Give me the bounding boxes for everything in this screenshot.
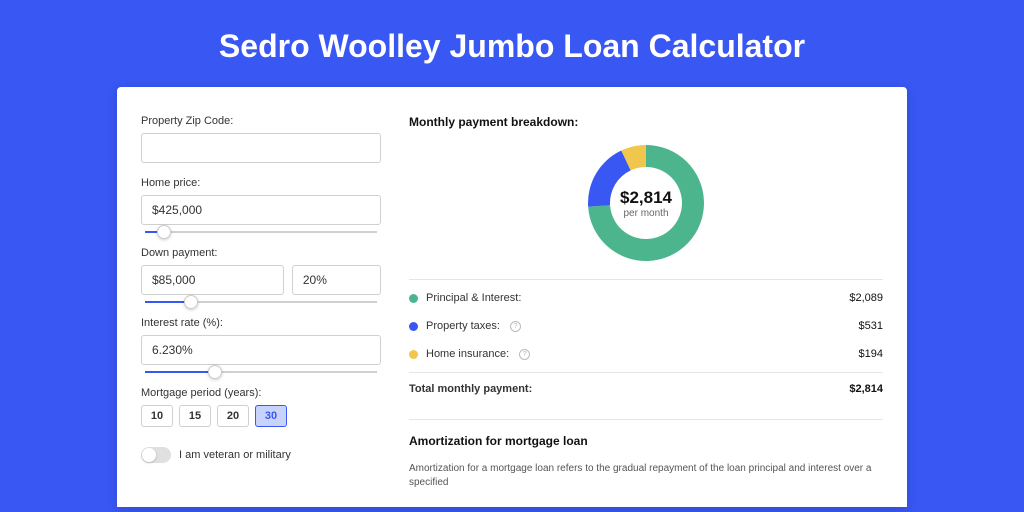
period-btn-10[interactable]: 10 <box>141 405 173 427</box>
period-field-group: Mortgage period (years): 10 15 20 30 <box>141 387 381 427</box>
rate-field-group: Interest rate (%): <box>141 317 381 373</box>
line-value: $194 <box>859 348 883 360</box>
rate-label: Interest rate (%): <box>141 317 381 329</box>
total-label: Total monthly payment: <box>409 383 532 395</box>
amortization-section: Amortization for mortgage loan Amortizat… <box>409 419 883 490</box>
calculator-panel: Property Zip Code: Home price: Down paym… <box>117 87 907 507</box>
zip-field-group: Property Zip Code: <box>141 115 381 163</box>
legend-dot <box>409 322 418 331</box>
period-buttons: 10 15 20 30 <box>141 405 381 427</box>
breakdown-line: Home insurance:? $194 <box>409 340 883 368</box>
form-column: Property Zip Code: Home price: Down paym… <box>141 115 381 507</box>
donut-chart-wrap: $2,814 per month <box>409 143 883 263</box>
down-field-group: Down payment: <box>141 247 381 303</box>
rate-input[interactable] <box>141 335 381 365</box>
rate-slider-fill <box>145 371 215 373</box>
amortization-title: Amortization for mortgage loan <box>409 434 883 448</box>
amortization-text: Amortization for a mortgage loan refers … <box>409 462 883 490</box>
breakdown-line: Principal & Interest: $2,089 <box>409 284 883 312</box>
line-label: Home insurance: <box>426 348 509 360</box>
divider <box>409 279 883 280</box>
price-label: Home price: <box>141 177 381 189</box>
rate-slider[interactable] <box>145 371 377 373</box>
legend-dot <box>409 350 418 359</box>
period-btn-15[interactable]: 15 <box>179 405 211 427</box>
total-value: $2,814 <box>849 383 883 395</box>
price-slider[interactable] <box>145 231 377 233</box>
down-label: Down payment: <box>141 247 381 259</box>
down-amount-input[interactable] <box>141 265 284 295</box>
donut-chart: $2,814 per month <box>586 143 706 263</box>
period-btn-30[interactable]: 30 <box>255 405 287 427</box>
total-line: Total monthly payment: $2,814 <box>409 372 883 403</box>
zip-label: Property Zip Code: <box>141 115 381 127</box>
rate-slider-thumb[interactable] <box>208 365 222 379</box>
price-slider-thumb[interactable] <box>157 225 171 239</box>
donut-amount: $2,814 <box>620 188 672 208</box>
breakdown-column: Monthly payment breakdown: $2,814 per mo… <box>409 115 883 507</box>
period-label: Mortgage period (years): <box>141 387 381 399</box>
line-label: Property taxes: <box>426 320 500 332</box>
legend-dot <box>409 294 418 303</box>
down-slider[interactable] <box>145 301 377 303</box>
toggle-knob <box>142 448 156 462</box>
veteran-row: I am veteran or military <box>141 447 381 463</box>
breakdown-lines: Principal & Interest: $2,089 Property taxe… <box>409 284 883 368</box>
period-btn-20[interactable]: 20 <box>217 405 249 427</box>
line-value: $2,089 <box>849 292 883 304</box>
breakdown-title: Monthly payment breakdown: <box>409 115 883 129</box>
donut-sub: per month <box>623 208 668 219</box>
line-label: Principal & Interest: <box>426 292 521 304</box>
price-input[interactable] <box>141 195 381 225</box>
info-icon[interactable]: ? <box>510 321 521 332</box>
breakdown-line: Property taxes:? $531 <box>409 312 883 340</box>
down-slider-thumb[interactable] <box>184 295 198 309</box>
down-pct-input[interactable] <box>292 265 381 295</box>
info-icon[interactable]: ? <box>519 349 530 360</box>
line-value: $531 <box>859 320 883 332</box>
page-title: Sedro Woolley Jumbo Loan Calculator <box>0 0 1024 87</box>
veteran-label: I am veteran or military <box>179 449 291 461</box>
veteran-toggle[interactable] <box>141 447 171 463</box>
price-field-group: Home price: <box>141 177 381 233</box>
donut-center: $2,814 per month <box>586 143 706 263</box>
zip-input[interactable] <box>141 133 381 163</box>
